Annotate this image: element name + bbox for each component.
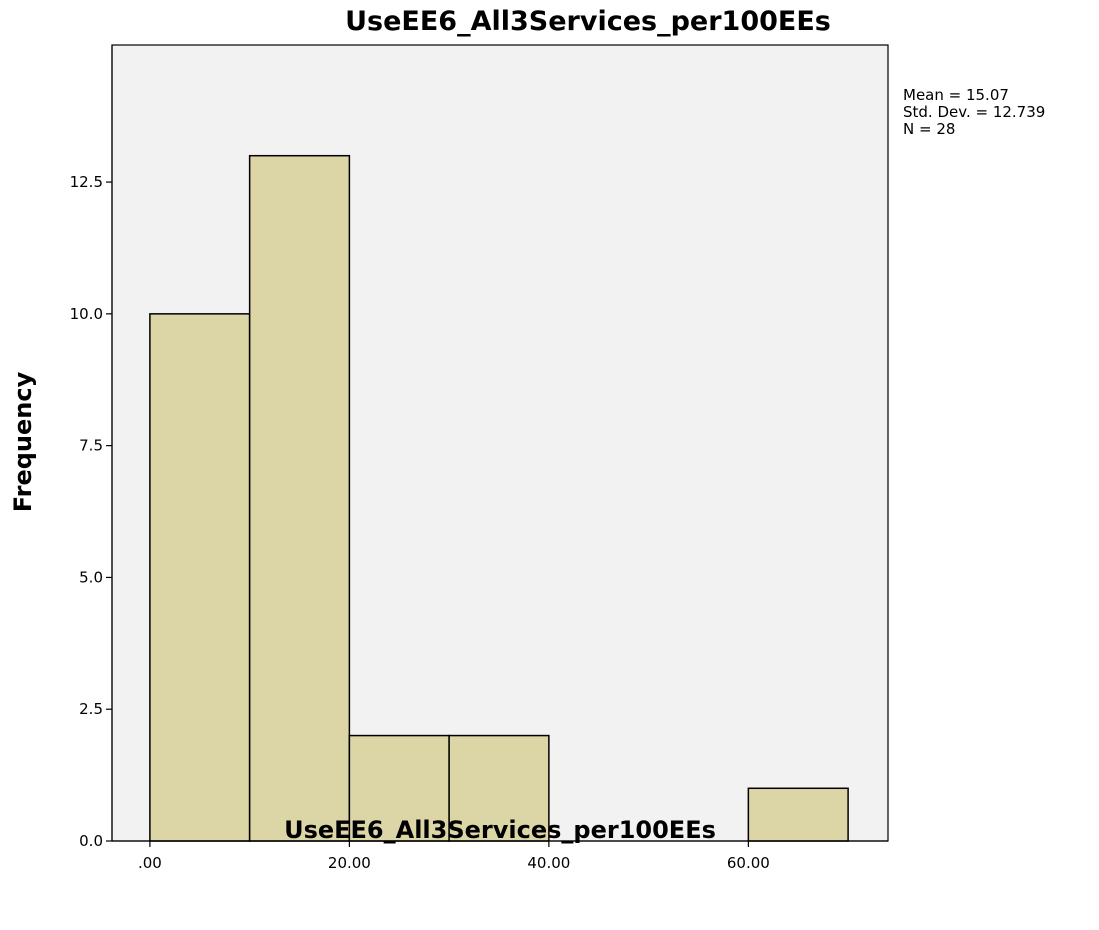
- y-tick-label-0: 0.0: [79, 832, 103, 850]
- x-tick-label-3: 60.00: [727, 854, 770, 872]
- y-axis-label: Frequency: [9, 371, 37, 512]
- x-tick-label-0: .00: [138, 854, 162, 872]
- y-tick-label-5: 12.5: [70, 173, 103, 191]
- y-tick-label-4: 10.0: [70, 305, 103, 323]
- histogram-bar-1: [248, 154, 351, 842]
- y-axis: 0.0 2.5 5.0 7.5 10.0 12.5: [70, 45, 113, 850]
- x-axis-label: UseEE6_All3Services_per100EEs: [284, 816, 716, 844]
- y-tick-label-1: 2.5: [79, 700, 103, 718]
- y-tick-label-2: 5.0: [79, 568, 103, 586]
- histogram-bar-2: [348, 734, 450, 842]
- stats-std-dev: Std. Dev. = 12.739: [903, 103, 1045, 121]
- x-tick-label-1: 20.00: [328, 854, 371, 872]
- histogram-bar-6: [747, 787, 849, 842]
- x-tick-label-2: 40.00: [527, 854, 570, 872]
- stats-n: N = 28: [903, 120, 955, 138]
- histogram-bar-0: [149, 313, 251, 842]
- x-axis: .00 20.00 40.00 60.00: [112, 840, 888, 872]
- stats-mean: Mean = 15.07: [903, 86, 1009, 104]
- bars-group: [149, 154, 849, 842]
- y-tick-label-3: 7.5: [79, 437, 103, 455]
- chart-title: UseEE6_All3Services_per100EEs: [345, 6, 831, 37]
